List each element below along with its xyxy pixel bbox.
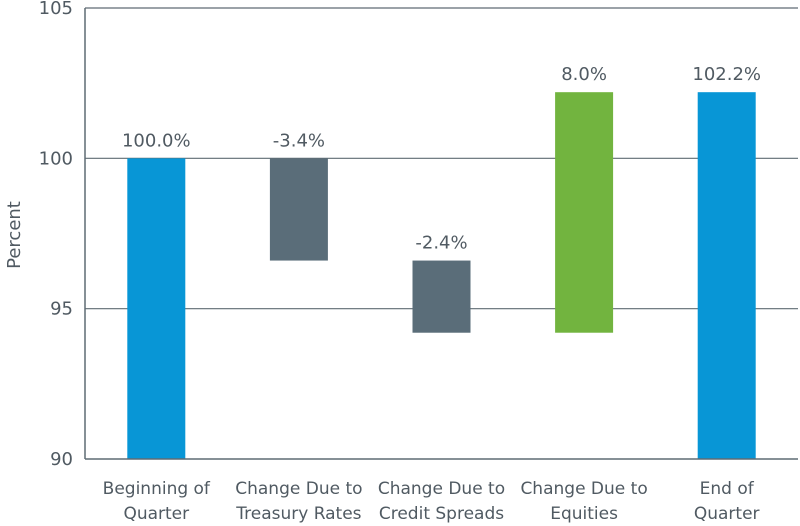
- y-tick-label: 105: [39, 0, 73, 19]
- x-tick-label: Change Due to: [520, 479, 647, 499]
- y-axis-label: Percent: [4, 201, 25, 269]
- axes: 90 95 100 105 Beginning of Quarter Change Due …: [39, 0, 798, 524]
- x-tick-label: Equities: [550, 504, 618, 524]
- x-tick-label: End of: [700, 479, 755, 499]
- bar: [412, 260, 471, 333]
- x-tick-label: Treasury Rates: [235, 504, 361, 524]
- bar: [697, 92, 756, 459]
- x-tick-label: Change Due to: [235, 479, 362, 499]
- x-tick-label: Beginning of: [103, 479, 211, 499]
- y-tick-label: 95: [50, 299, 73, 320]
- data-label: -3.4%: [273, 130, 325, 151]
- bar: [127, 158, 186, 460]
- data-label: -2.4%: [415, 233, 467, 254]
- y-tick-label: 100: [39, 148, 73, 169]
- bar: [269, 158, 328, 261]
- data-label: 102.2%: [692, 64, 761, 85]
- x-tick-label: Credit Spreads: [379, 504, 504, 524]
- x-tick-label: Change Due to: [378, 479, 505, 499]
- x-tick-label: Quarter: [123, 504, 189, 524]
- y-tick-label: 90: [50, 449, 73, 470]
- data-label: 8.0%: [561, 64, 607, 85]
- bars: 100.0% -3.4% -2.4% 8.0% 102.2%: [122, 64, 761, 460]
- bar: [555, 92, 614, 333]
- data-label: 100.0%: [122, 130, 191, 151]
- x-tick-label: Quarter: [694, 504, 760, 524]
